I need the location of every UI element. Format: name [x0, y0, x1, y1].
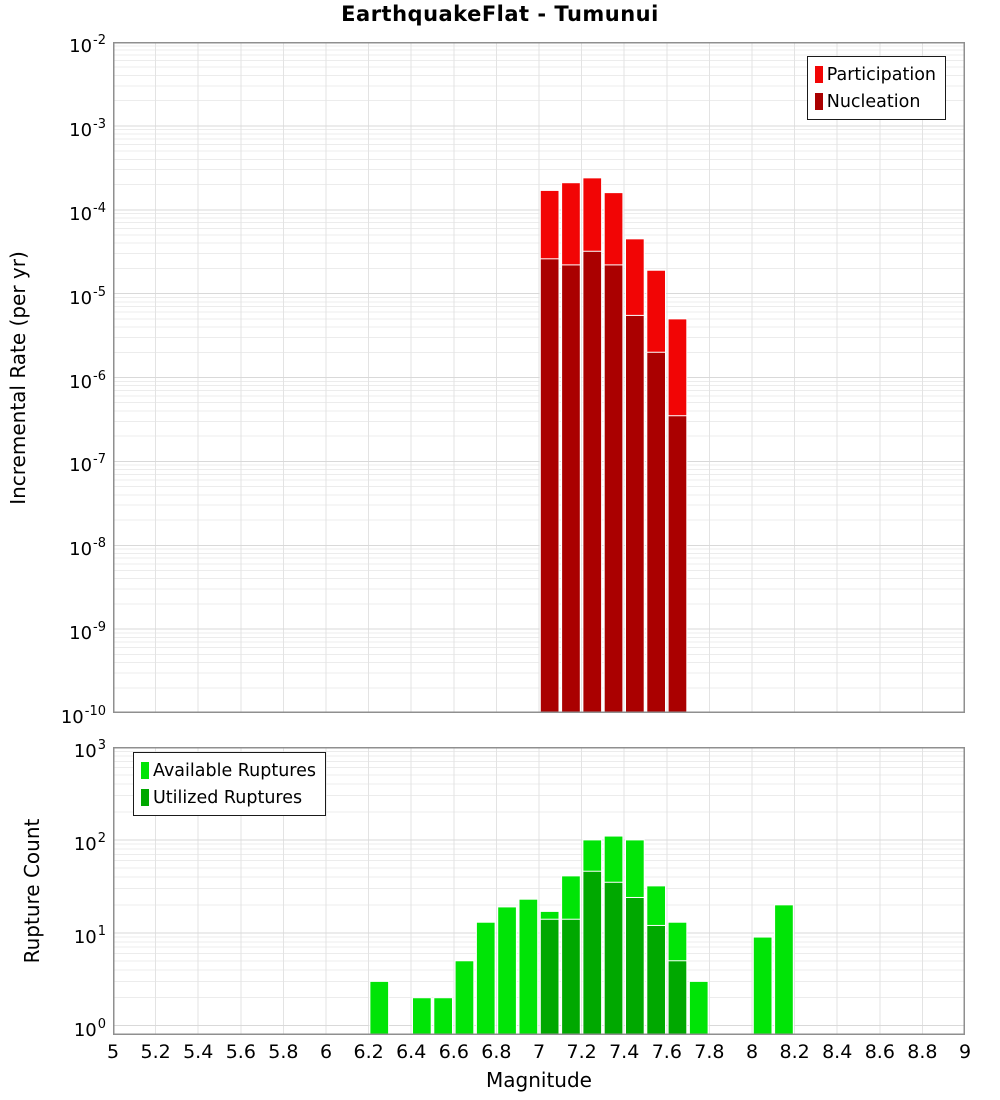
- x-tick-label: 8.2: [779, 1041, 810, 1063]
- available-ruptures-bar: [412, 997, 432, 1035]
- nucleation-bar: [582, 250, 603, 713]
- utilized-ruptures-bars: [539, 870, 688, 1035]
- nucleation-bar: [561, 264, 581, 713]
- legend-label: Participation: [826, 64, 936, 85]
- available-ruptures-bar: [433, 997, 453, 1035]
- nucleation-swatch: [814, 93, 823, 110]
- nucleation-bar: [603, 264, 624, 713]
- y-tick-label: 10-4: [69, 200, 106, 225]
- utilized-ruptures-swatch: [141, 789, 149, 806]
- x-tick-label: 5.4: [183, 1041, 214, 1063]
- utilized-ruptures-bar: [539, 918, 560, 1035]
- x-tick-label: 6: [319, 1041, 333, 1063]
- available-ruptures-bar: [454, 960, 475, 1035]
- x-tick-label: 8: [745, 1041, 759, 1063]
- x-tick-label: 8.4: [822, 1041, 853, 1063]
- y-tick-label: 10-8: [69, 536, 106, 561]
- x-tick-label: 5.2: [140, 1041, 171, 1063]
- utilized-ruptures-bar: [646, 924, 666, 1035]
- x-tick-label: 8.8: [907, 1041, 938, 1063]
- x-axis-label: Magnitude: [486, 1068, 592, 1092]
- available-ruptures-bar: [475, 921, 496, 1035]
- rupture-count-plot: [113, 747, 965, 1035]
- participation-swatch: [814, 66, 823, 83]
- x-tick-label: 8.6: [864, 1041, 895, 1063]
- available-ruptures-bar: [688, 980, 709, 1035]
- x-tick-label: 7.8: [694, 1041, 725, 1063]
- legend-entry: Participation: [814, 61, 936, 88]
- y-tick-label: 101: [73, 923, 106, 948]
- y-tick-label: 10-9: [69, 620, 106, 645]
- available-ruptures-swatch: [141, 762, 149, 779]
- nucleation-bar: [625, 314, 645, 713]
- x-tick-label: 9: [958, 1041, 972, 1063]
- x-tick-label: 7.6: [651, 1041, 682, 1063]
- nucleation-bars: [539, 250, 688, 713]
- gridlines: [113, 747, 965, 1035]
- utilized-ruptures-bar: [561, 918, 581, 1035]
- nucleation-bar: [539, 258, 560, 713]
- legend-label: Nucleation: [826, 91, 921, 112]
- y-tick-label: 100: [73, 1016, 106, 1041]
- y-tick-label: 10-10: [60, 704, 106, 728]
- bottom-legend: Available Ruptures Utilized Ruptures: [133, 752, 326, 816]
- y-tick-label: 10-3: [69, 116, 106, 141]
- chart-title: EarthquakeFlat - Tumunui: [341, 2, 659, 26]
- x-tick-label: 6.2: [353, 1041, 384, 1063]
- x-tick-label: 7: [532, 1041, 546, 1063]
- available-ruptures-bar: [518, 898, 539, 1035]
- utilized-ruptures-bar: [667, 960, 688, 1035]
- y-tick-label: 102: [73, 830, 106, 855]
- y-tick-label: 103: [73, 738, 106, 762]
- utilized-ruptures-bar: [582, 870, 603, 1035]
- available-ruptures-bar: [497, 906, 517, 1035]
- y-tick-label: 10-5: [69, 284, 106, 309]
- available-ruptures-bar: [774, 904, 794, 1035]
- x-tick-label: 7.2: [566, 1041, 597, 1063]
- nucleation-bar: [646, 351, 666, 713]
- bottom-y-axis-label: Rupture Count: [20, 818, 44, 964]
- legend-label: Utilized Ruptures: [153, 787, 303, 808]
- available-ruptures-bar: [752, 936, 773, 1035]
- x-tick-label: 6.8: [481, 1041, 512, 1063]
- plot-frame: [113, 42, 965, 713]
- x-tick-label: 6.6: [438, 1041, 469, 1063]
- y-tick-label: 10-2: [69, 33, 106, 57]
- x-tick-label: 6.4: [396, 1041, 427, 1063]
- available-ruptures-bar: [369, 980, 390, 1035]
- x-tick-label: 5.6: [225, 1041, 256, 1063]
- legend-label: Available Ruptures: [153, 760, 316, 781]
- legend-entry: Available Ruptures: [141, 757, 316, 784]
- x-tick-label: 5.8: [268, 1041, 299, 1063]
- gridlines: [113, 42, 965, 713]
- x-tick-label: 7.4: [609, 1041, 640, 1063]
- x-tick-label: 5: [106, 1041, 120, 1063]
- plot-frame: [113, 747, 965, 1035]
- y-tick-label: 10-6: [69, 368, 106, 393]
- incremental-rate-plot: [113, 42, 965, 713]
- utilized-ruptures-bar: [625, 896, 645, 1035]
- nucleation-bar: [667, 415, 688, 713]
- utilized-ruptures-bar: [603, 881, 624, 1035]
- top-legend: Participation Nucleation: [806, 56, 946, 120]
- legend-entry: Nucleation: [814, 88, 936, 115]
- y-tick-label: 10-7: [69, 452, 106, 477]
- legend-entry: Utilized Ruptures: [141, 784, 316, 811]
